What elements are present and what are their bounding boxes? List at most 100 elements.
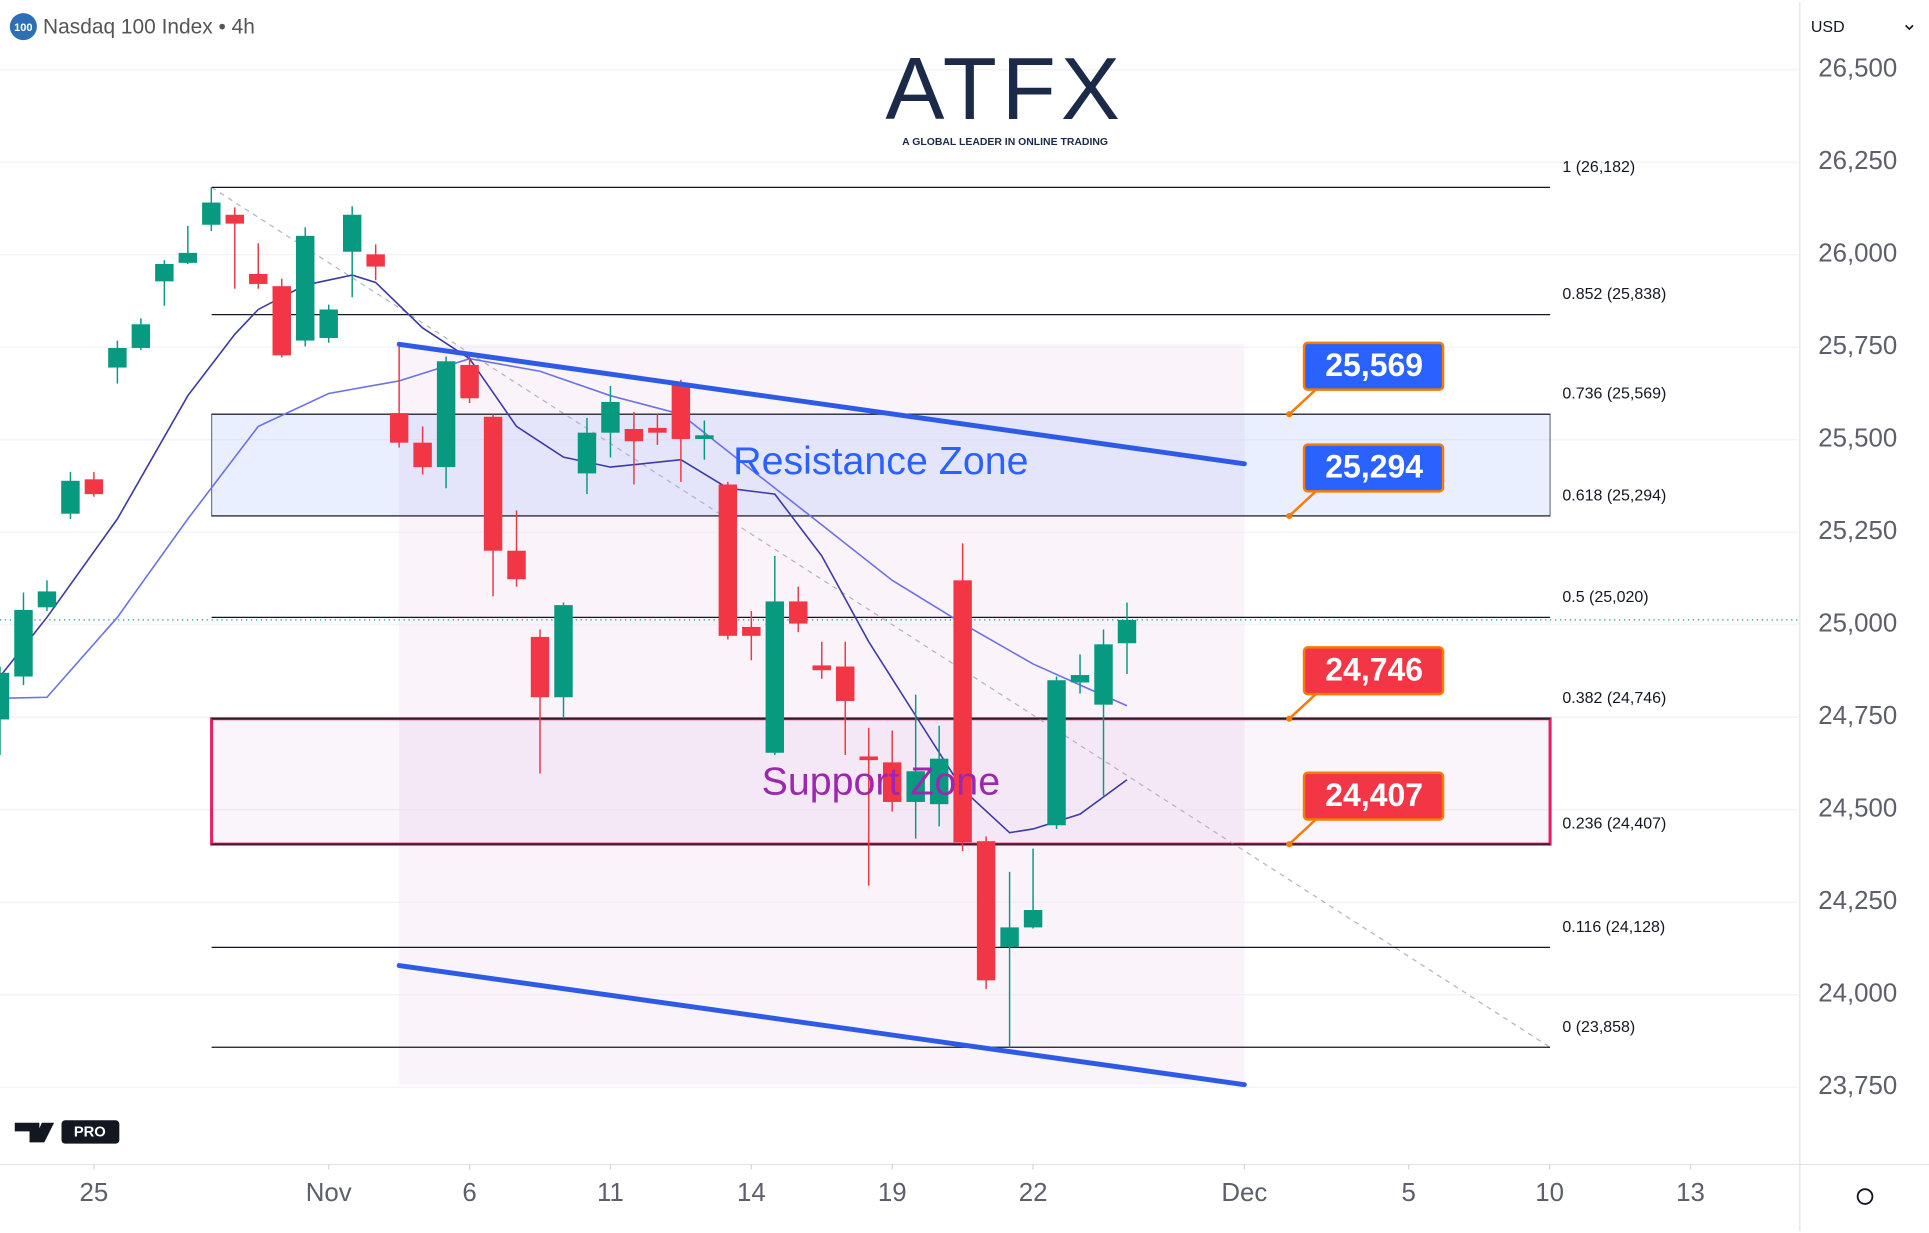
candle-body [812,665,831,671]
x-tick-label: Nov [306,1179,352,1207]
x-tick-label: 13 [1676,1179,1705,1207]
platform-logo [14,1122,55,1143]
candle-body [108,347,127,368]
symbol-badge [9,13,37,41]
candle-body [554,605,573,698]
platform-badge [61,1120,120,1144]
price-tag [1302,771,1445,821]
y-tick-label: 25,000 [1818,610,1897,638]
zone-label: Support Zone [762,759,1001,803]
y-tick-label: 25,500 [1818,425,1897,453]
x-tick-label: 10 [1535,1179,1564,1207]
fib-label: 1 (26,182) [1562,159,1635,176]
chart-title: Nasdaq 100 Index • 4h [43,15,255,38]
candle-body [272,286,291,356]
channel-line [396,341,1247,467]
candle-body [1000,927,1019,948]
candle-body [671,383,691,439]
candle-body [155,263,174,282]
tag-anchor [1286,715,1293,722]
fib-label: 0.116 (24,128) [1562,919,1665,936]
candle-body [976,841,996,981]
y-tick-label: 26,500 [1818,55,1897,83]
x-tick-label: 22 [1019,1179,1048,1207]
tag-anchor [1286,411,1293,418]
tag-anchor [1286,841,1293,848]
candle-body [624,428,644,442]
fib-label: 0.736 (25,569) [1562,386,1666,403]
candle-body [882,762,902,802]
candle-body [742,626,761,636]
brand-tagline: A GLOBAL LEADER IN ONLINE TRADING [902,137,1108,148]
y-tick-label: 26,000 [1818,240,1897,268]
price-tag [1302,341,1445,391]
candle-body [61,480,80,514]
grid [0,69,1799,1088]
fib-label: 0 (23,858) [1562,1019,1635,1036]
candle-body [436,361,456,468]
candle-body [366,254,385,267]
candle-body [530,636,550,698]
symbol-badge-text: 100 [14,22,32,34]
y-tick-label: 24,750 [1818,702,1897,730]
candle-body [789,601,808,624]
fib-label: 0.382 (24,746) [1562,690,1666,707]
currency[interactable]: USD [1811,19,1845,36]
candle-body [1117,619,1137,644]
candle-body [0,672,10,720]
candle-body [295,235,315,341]
fib-label: 0.236 (24,407) [1562,816,1666,833]
candle-body [202,202,221,225]
dropdown-icon[interactable] [1905,24,1914,31]
candle-body [601,401,620,433]
fib-label: 0.5 (25,020) [1562,589,1648,606]
x-tick-label: 11 [597,1179,624,1207]
y-tick-label: 24,250 [1818,887,1897,915]
fib-label: 0.618 (25,294) [1562,487,1666,504]
candle-body [389,413,409,443]
candle-body [14,609,33,677]
candle-body [695,435,714,439]
candle-body [906,771,925,802]
candle-body [507,550,526,580]
candle-body [1023,910,1043,928]
candle-body [765,601,785,753]
price-tag-label: 25,569 [1325,347,1423,383]
candle-body [413,442,432,468]
price-tag-label: 24,407 [1325,777,1423,813]
price-tag [1302,443,1445,493]
settings-icon[interactable] [1856,1188,1874,1205]
candle-body [1047,680,1066,826]
candle-body [225,214,245,224]
zone-label: Resistance Zone [733,439,1028,483]
candle-body [460,364,479,399]
candle-body [718,484,738,636]
axes: 23,750 24,000 24,250 24,500 24,750 25,000 25,2… [80,55,1898,1207]
candle-body [131,324,151,348]
candle-body [84,479,104,495]
currency-selector[interactable] [1803,8,1922,46]
y-tick-label: 26,250 [1818,147,1897,175]
candle-body [859,756,878,761]
x-tick-label: 5 [1402,1179,1416,1207]
x-tick-label: 19 [878,1179,907,1207]
price-tag-label: 24,746 [1325,651,1423,687]
candle-body [1094,644,1113,705]
candle-body [953,580,972,843]
x-tick-label: 6 [462,1179,476,1207]
candle-body [483,416,503,551]
candle-body [836,666,855,701]
candle-body [178,252,198,263]
x-tick-label: Dec [1221,1179,1267,1207]
price-tag [1302,646,1445,696]
fib-label: 0.852 (25,838) [1562,286,1666,303]
plot-area: Resistance Zone Support Zone [0,186,1799,1088]
channel-line [396,963,1247,1088]
y-tick-label: 24,000 [1818,980,1897,1008]
candle-body [37,591,57,608]
moving-average [0,357,1128,707]
platform-badge-text: PRO [74,1124,106,1140]
x-tick-label: 25 [80,1179,109,1207]
candle-body [1070,675,1090,683]
